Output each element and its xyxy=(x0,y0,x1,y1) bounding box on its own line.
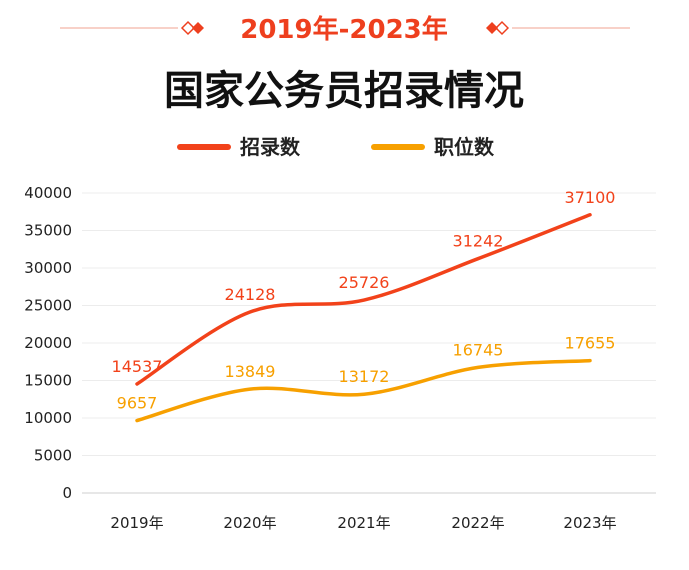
data-label-series-2: 16745 xyxy=(453,340,504,359)
legend-label-series-2: 职位数 xyxy=(434,135,495,159)
data-labels: 14537 24128 25726 31242 37100 9657 13849 13172 1… xyxy=(112,188,616,413)
y-tick-label: 20000 xyxy=(24,334,72,352)
data-label-series-2: 13172 xyxy=(339,367,390,386)
series xyxy=(135,213,592,423)
diamond-icon xyxy=(192,22,204,34)
x-tick-label: 2022年 xyxy=(451,514,504,532)
diamond-icon xyxy=(486,22,498,34)
y-axis: 0 5000 10000 15000 20000 25000 30000 35000 40000 xyxy=(24,184,72,502)
data-label-series-1: 31242 xyxy=(453,232,504,251)
series-line-2 xyxy=(135,358,592,423)
x-tick-label: 2020年 xyxy=(223,514,276,532)
y-tick-label: 10000 xyxy=(24,409,72,427)
chart-title: 国家公务员招录情况 xyxy=(164,68,524,114)
x-axis: 2019年 2020年 2021年 2022年 2023年 xyxy=(110,514,616,532)
chart-subtitle: 2019年-2023年 xyxy=(240,14,448,45)
x-tick-label: 2023年 xyxy=(563,514,616,532)
series-line-1 xyxy=(135,213,592,386)
legend-label-series-1: 招录数 xyxy=(240,135,301,159)
data-label-series-1: 24128 xyxy=(225,285,276,304)
data-label-series-1: 14537 xyxy=(112,357,163,376)
data-label-series-2: 13849 xyxy=(225,362,276,381)
data-label-series-1: 37100 xyxy=(565,188,616,207)
y-tick-label: 40000 xyxy=(24,184,72,202)
y-tick-label: 25000 xyxy=(24,297,72,315)
y-tick-label: 0 xyxy=(62,484,72,502)
x-tick-label: 2019年 xyxy=(110,514,163,532)
y-tick-label: 15000 xyxy=(24,372,72,390)
y-tick-label: 35000 xyxy=(24,222,72,240)
data-label-series-2: 9657 xyxy=(117,394,158,413)
subtitle-decoration xyxy=(60,20,630,36)
x-tick-label: 2021年 xyxy=(337,514,390,532)
y-tick-label: 30000 xyxy=(24,259,72,277)
diamond-outline-icon xyxy=(494,20,510,36)
grid xyxy=(82,192,656,494)
y-tick-label: 5000 xyxy=(34,447,72,465)
legend: 招录数 职位数 xyxy=(177,135,495,159)
data-label-series-2: 17655 xyxy=(565,334,616,353)
data-label-series-1: 25726 xyxy=(339,273,390,292)
